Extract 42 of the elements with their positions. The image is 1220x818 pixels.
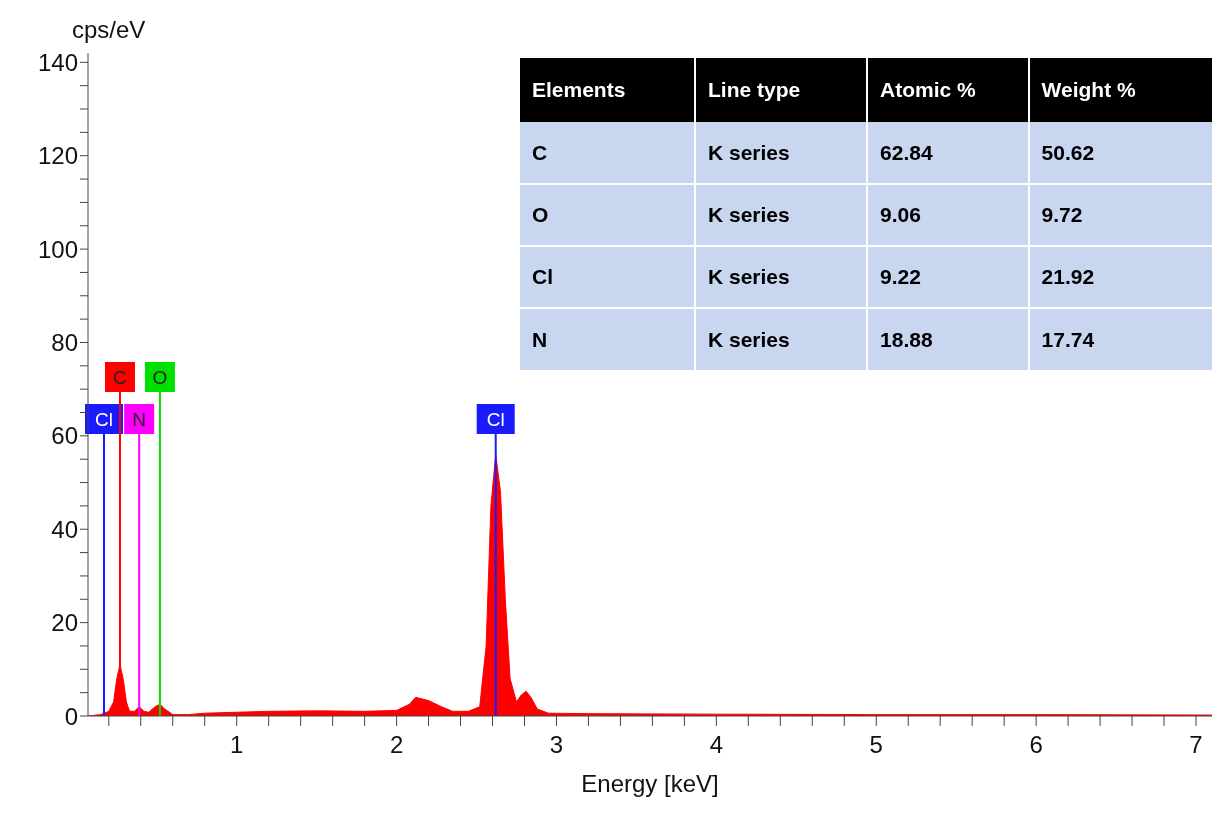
ref-line-label: O: [152, 367, 168, 388]
annotation: 9.22: [867, 246, 1029, 308]
annotation: O: [520, 184, 695, 246]
x-tick-label: 1: [230, 731, 244, 759]
ref-line-label: C: [113, 367, 127, 388]
annotation: 62.84: [867, 122, 1029, 184]
annotation: Atomic %: [867, 58, 1029, 122]
annotation: 50.62: [1028, 122, 1212, 184]
annotation: K series: [694, 122, 868, 184]
y-tick-label: 120: [37, 142, 78, 170]
x-tick-label: 3: [549, 731, 564, 759]
x-tick-label: 6: [1029, 731, 1043, 759]
annotation: Line type: [694, 58, 868, 122]
annotation: 9.06: [867, 184, 1029, 246]
x-axis-title: Energy [keV]: [581, 770, 719, 797]
ref-line-label: Cl: [486, 409, 505, 430]
annotation: C: [531, 139, 549, 166]
y-tick-label: 0: [64, 702, 78, 730]
x-tick-label: 7: [1189, 731, 1203, 759]
ref-line-label: Cl: [95, 409, 113, 430]
y-axis-title: cps/eV: [72, 16, 146, 44]
x-tick-label: 4: [709, 731, 724, 759]
x-tick-label: 2: [389, 731, 404, 759]
ref-line-label: N: [132, 409, 147, 430]
annotation: 17.74: [1028, 308, 1212, 370]
y-tick-label: 140: [37, 48, 78, 76]
annotation: Elements: [531, 77, 627, 103]
y-tick-label: 60: [51, 422, 78, 450]
annotation: K series: [694, 246, 868, 308]
y-tick-label: 40: [51, 515, 78, 543]
annotation: 18.88: [867, 308, 1029, 370]
annotation: K series: [694, 308, 868, 370]
annotation: K series: [694, 184, 868, 246]
y-tick-label: 80: [51, 329, 78, 356]
annotation: Cl: [520, 246, 695, 308]
annotation: N: [520, 308, 695, 370]
annotation: 9.72: [1028, 184, 1212, 246]
y-tick-label: 20: [51, 609, 78, 637]
annotation: Weight %: [1028, 58, 1212, 122]
x-tick-label: 5: [869, 731, 883, 759]
annotation: 21.92: [1028, 246, 1212, 308]
y-tick-label: 100: [37, 235, 78, 263]
